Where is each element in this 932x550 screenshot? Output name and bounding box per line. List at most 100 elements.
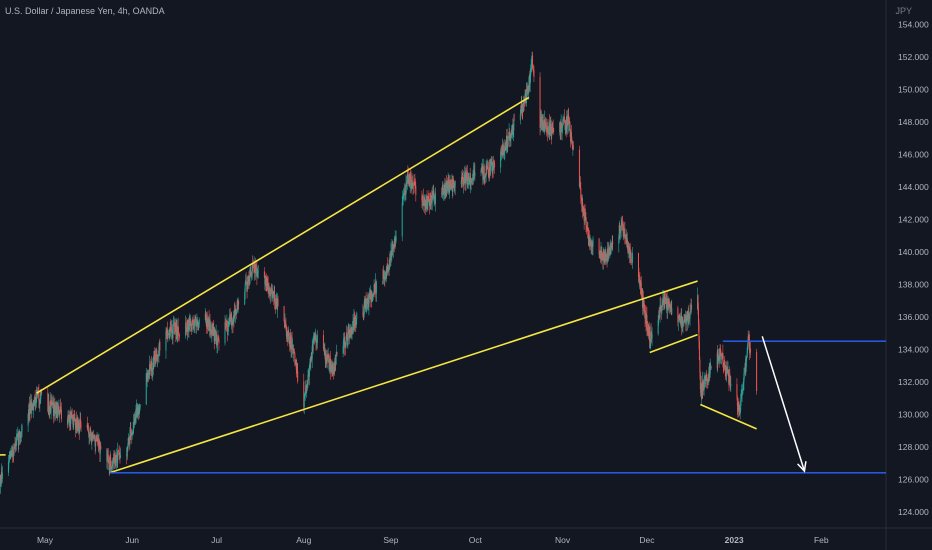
candle-up <box>195 323 197 327</box>
candle-up <box>402 197 404 199</box>
candle-up <box>148 374 150 379</box>
price-tick-label: 130.000 <box>898 409 929 419</box>
candle-down <box>72 416 74 421</box>
candle-up <box>366 303 368 308</box>
candle-down <box>722 352 724 362</box>
price-axis[interactable]: 124.000 126.000 128.000 130.000 132.000 134.0… <box>898 19 929 516</box>
candle-down <box>250 272 252 278</box>
candle-down <box>585 220 587 225</box>
candle-down <box>494 163 496 168</box>
candle-down <box>179 335 181 337</box>
candle-down <box>421 195 423 201</box>
candle-down <box>411 180 413 183</box>
candle-up <box>657 320 659 334</box>
candle-down <box>174 324 176 330</box>
candle-down <box>750 348 752 352</box>
candle-down <box>48 401 50 412</box>
candle-up <box>689 311 691 319</box>
candle-up <box>18 433 20 446</box>
candle-up <box>584 211 586 221</box>
candle-up <box>658 315 660 321</box>
candle-up <box>468 177 470 179</box>
time-tick-label: Jul <box>211 535 222 545</box>
candle-down <box>283 306 285 321</box>
candle-up <box>251 263 253 276</box>
candle-down <box>605 254 607 261</box>
candle-down <box>408 183 410 184</box>
candle-down <box>706 374 708 381</box>
candle-up <box>650 331 652 344</box>
candle-down <box>542 120 544 129</box>
time-tick-label: Jun <box>125 535 139 545</box>
candle-up <box>151 371 153 373</box>
trendline <box>109 280 698 474</box>
candle-up <box>394 237 396 245</box>
candle-down <box>52 401 54 403</box>
candle-up <box>351 333 353 335</box>
candle-up <box>562 118 564 125</box>
candle-up <box>286 333 288 337</box>
candle-down <box>621 221 623 224</box>
candle-up <box>677 315 679 323</box>
candle-up <box>739 412 741 415</box>
candle-down <box>588 234 590 242</box>
candle-down <box>461 177 463 181</box>
candle-down <box>578 149 580 187</box>
candle-up <box>384 278 386 280</box>
candle-down <box>267 282 269 293</box>
candle-down <box>433 191 435 199</box>
candle-up <box>310 361 312 364</box>
candle-up <box>12 452 14 458</box>
candle-down <box>74 417 76 421</box>
time-axis[interactable]: May Jun Jul Aug Sep Oct Nov Dec 2023 Feb <box>37 535 829 545</box>
candle-up <box>127 443 129 447</box>
candle-up <box>741 393 743 395</box>
candle-down <box>487 165 489 170</box>
candle-down <box>246 283 248 284</box>
candle-up <box>333 367 335 373</box>
candle-down <box>682 316 684 327</box>
candle-down <box>450 179 452 190</box>
candle-down <box>178 333 180 336</box>
candle-up <box>146 380 148 382</box>
candle-down <box>235 309 237 312</box>
candle-down <box>422 196 424 203</box>
candle-down <box>678 315 680 317</box>
candle-up <box>470 181 472 185</box>
candle-up <box>387 271 389 272</box>
candle-up <box>247 281 249 290</box>
candle-down <box>329 358 331 372</box>
candle-up <box>745 358 747 367</box>
candle-up <box>520 106 522 114</box>
candle-up <box>10 453 12 455</box>
candle-up <box>70 414 72 424</box>
candle-down <box>427 196 429 199</box>
candle-up <box>530 65 532 72</box>
candle-up <box>647 327 649 333</box>
candle-down <box>727 370 729 377</box>
candle-up <box>484 176 486 179</box>
candle-up <box>257 272 259 275</box>
candle-down <box>153 355 155 358</box>
candle-down <box>213 327 215 333</box>
candle-up <box>519 113 521 121</box>
candle-down <box>539 77 541 128</box>
candle-up <box>232 315 234 325</box>
candle-up <box>157 355 159 357</box>
candle-up <box>547 132 549 135</box>
candle-down <box>469 176 471 185</box>
candle-down <box>650 331 652 335</box>
candle-up <box>345 333 347 341</box>
candle-down <box>648 329 650 333</box>
candle-up <box>409 176 411 186</box>
candle-up <box>642 299 644 308</box>
candle-down <box>669 308 671 310</box>
candle-up <box>528 84 530 94</box>
time-tick-label: May <box>37 535 54 545</box>
annotations-group <box>0 96 886 474</box>
candle-up <box>10 454 12 459</box>
candle-up <box>145 373 147 405</box>
candle-up <box>264 278 266 285</box>
candle-up <box>224 322 226 344</box>
